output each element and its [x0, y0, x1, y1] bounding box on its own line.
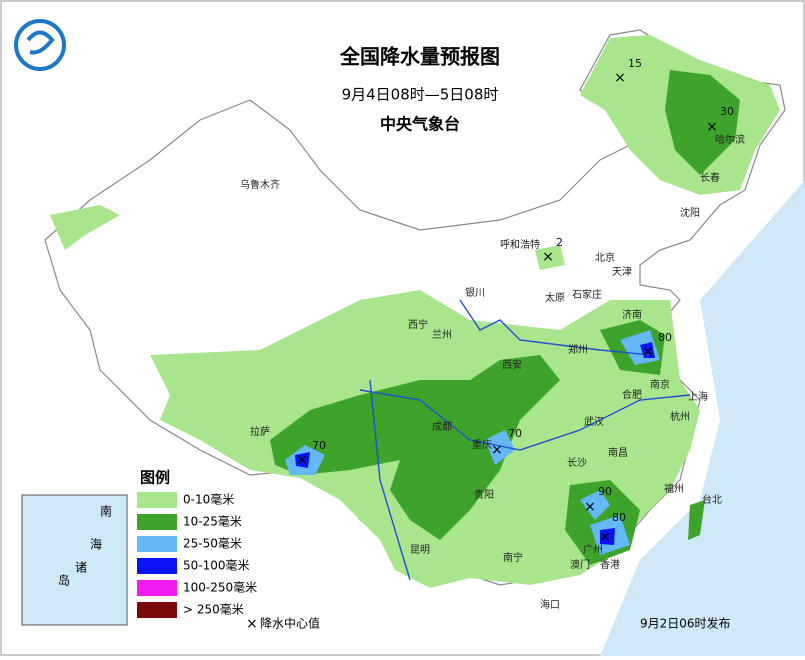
inset-label: 南	[100, 504, 112, 519]
city-label: 西宁	[408, 318, 428, 331]
city-label: 西安	[502, 358, 522, 371]
rain-area	[270, 355, 560, 540]
legend-swatch	[137, 602, 177, 618]
legend-swatch	[137, 558, 177, 574]
rain-area	[535, 245, 565, 270]
city-label: 呼和浩特	[500, 239, 540, 251]
city-label: 长沙	[567, 457, 587, 469]
footer: 9月2日06时发布	[640, 616, 731, 631]
city-label: 武汉	[584, 415, 604, 428]
center-mark: ×	[491, 442, 503, 458]
center-mark: ×	[599, 529, 611, 545]
city-label: 乌鲁木齐	[240, 178, 280, 191]
legend-center-label: 降水中心值	[260, 616, 320, 631]
city-label: 上海	[688, 390, 708, 403]
inset-label: 诸	[75, 561, 87, 575]
legend-title: 图例	[140, 469, 170, 487]
city-label: 北京	[595, 251, 615, 264]
city-label: 重庆	[472, 438, 492, 451]
city-label: 沈阳	[680, 206, 700, 219]
title: 全国降水量预报图	[339, 45, 500, 69]
center-value: 70	[312, 439, 326, 452]
city-label: 成都	[432, 421, 452, 433]
center-mark: ×	[642, 344, 654, 360]
center-value: 15	[628, 57, 642, 70]
legend: 0-10毫米 10-25毫米 25-50毫米 50-100毫米 100-250毫米 > 2…	[137, 492, 257, 618]
center-mark: ×	[542, 249, 554, 265]
inset: 南 海 诸 岛	[21, 494, 128, 626]
legend-label: 50-100毫米	[183, 558, 250, 573]
center-value: 2	[556, 236, 563, 249]
center-symbol: ×	[246, 616, 258, 632]
city-label: 福州	[664, 482, 684, 495]
city-label: 兰州	[432, 328, 452, 341]
city-label: 哈尔滨	[715, 133, 745, 146]
city-label: 天津	[612, 266, 632, 278]
sea	[600, 180, 805, 656]
city-label: 石家庄	[572, 288, 602, 301]
rain-area	[665, 70, 740, 175]
city-label: 太原	[545, 291, 565, 304]
center-mark: ×	[614, 70, 626, 86]
legend-swatch	[137, 580, 177, 596]
city-label: 澳门	[570, 558, 590, 571]
city-label: 昆明	[410, 544, 430, 556]
legend-swatch	[137, 514, 177, 530]
rain-areas	[50, 35, 780, 588]
city-label: 南宁	[503, 551, 523, 564]
rain-area	[50, 205, 120, 250]
legend-swatch	[137, 536, 177, 552]
center-value: 80	[612, 511, 626, 524]
rivers	[359, 299, 691, 581]
rain-area	[580, 490, 610, 520]
city-label: 南京	[650, 378, 670, 391]
center-value: 30	[720, 105, 734, 118]
city-label: 杭州	[670, 410, 690, 423]
center-mark: ×	[584, 499, 596, 515]
legend-swatch	[137, 492, 177, 508]
city-label: 拉萨	[250, 425, 270, 438]
center-mark: ×	[706, 119, 718, 135]
rain-area	[688, 500, 705, 540]
rain-area	[295, 452, 310, 468]
city-label: 贵阳	[474, 488, 494, 501]
city-label: 南昌	[608, 446, 628, 459]
legend-label: 10-25毫米	[183, 514, 242, 529]
rain-area	[600, 528, 615, 545]
city-label: 济南	[622, 308, 642, 321]
city-label: 银川	[465, 286, 485, 299]
city-label: 香港	[600, 559, 620, 571]
period: 9月4日08时—5日08时	[342, 86, 499, 104]
legend-label: 100-250毫米	[183, 580, 257, 595]
logo	[14, 19, 66, 71]
city-label: 郑州	[568, 343, 588, 356]
city-label: 海口	[540, 598, 560, 611]
inset-label: 岛	[58, 573, 70, 588]
issuer: 中央气象台	[380, 115, 460, 134]
center-mark: ×	[296, 452, 308, 468]
center-value: 80	[658, 331, 672, 344]
inset-label: 海	[90, 537, 102, 552]
city-label: 广州	[583, 544, 603, 556]
center-value: 70	[508, 427, 522, 440]
city-label: 合肥	[622, 388, 642, 401]
legend-label: 0-10毫米	[183, 492, 234, 507]
legend-label: > 250毫米	[183, 602, 244, 617]
legend-label: 25-50毫米	[183, 536, 242, 551]
center-value: 90	[598, 485, 612, 498]
city-label: 台北	[702, 493, 722, 506]
rain-area	[485, 430, 515, 465]
city-label: 长春	[700, 172, 720, 184]
